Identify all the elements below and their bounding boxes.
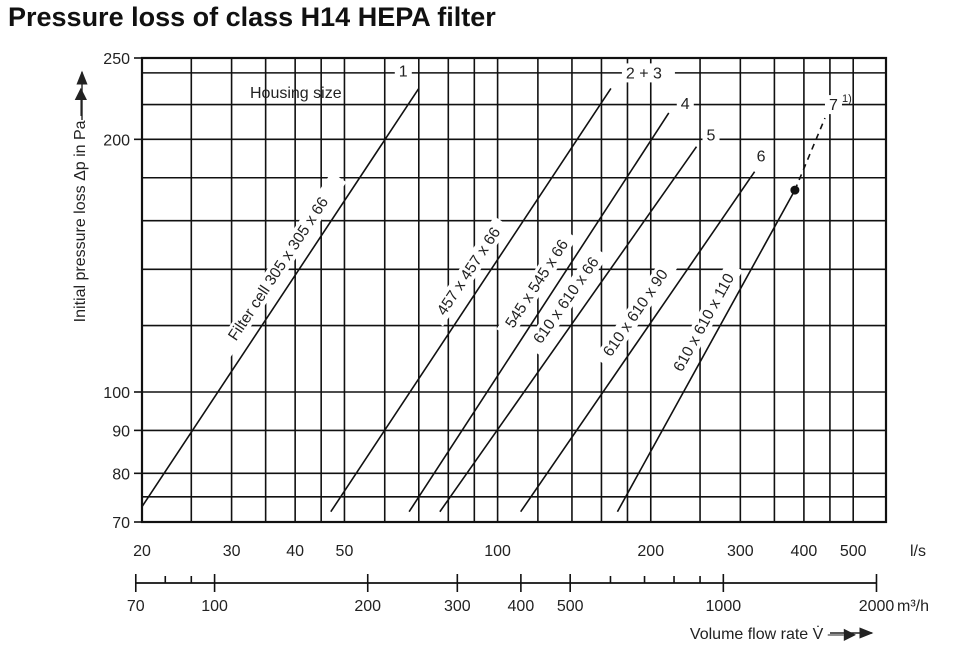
- series-number-bg: [676, 93, 694, 113]
- cell-label-group: 610 x 610 x 110: [664, 261, 743, 384]
- series-number-label: 7: [829, 97, 838, 114]
- x-axis-label: Volume flow rate V̇ —▶: [690, 625, 857, 643]
- x2-tick-label: 2000: [859, 598, 895, 615]
- plot-frame: [140, 56, 888, 524]
- series-line-3: [408, 112, 670, 513]
- series-number-label: 1: [399, 63, 408, 80]
- x2-tick-label: 300: [444, 598, 471, 615]
- x-tick-label: 40: [286, 543, 304, 560]
- cell-label-bg: [664, 261, 743, 384]
- x2-tick-label: 400: [508, 598, 535, 615]
- cell-label-bg: [428, 216, 510, 327]
- x-tick-label: 500: [840, 543, 867, 560]
- y-tick-label: 200: [103, 132, 130, 149]
- x-tick-label: 100: [484, 543, 511, 560]
- series-line-6: [616, 189, 796, 513]
- series-line-5: [520, 171, 756, 513]
- cell-label-bg: [496, 228, 578, 339]
- series-number-label: 6: [757, 149, 766, 166]
- x-tick-label: 400: [791, 543, 818, 560]
- cell-label-bg: [210, 172, 347, 366]
- series-number-bg: [394, 61, 412, 81]
- x2-tick-label: 500: [557, 598, 584, 615]
- series-number-label: 2 + 3: [626, 65, 662, 82]
- series-number-bg: [702, 125, 720, 145]
- cell-label-group: 545 x 545 x 66: [496, 228, 578, 339]
- operating-point-marker: [790, 185, 800, 195]
- cell-label-bg: [524, 245, 609, 355]
- x-tick-label: 20: [133, 543, 151, 560]
- x2-tick-label: 1000: [706, 598, 742, 615]
- series-lines: [141, 87, 826, 513]
- x2-tick-label: 70: [127, 598, 145, 615]
- chart-title: Pressure loss of class H14 HEPA filter: [8, 2, 496, 32]
- series-number-bg: [621, 63, 675, 83]
- y-axis-label: Initial pressure loss Δp in Pa —▶: [72, 87, 89, 322]
- series-footnote: 1): [842, 93, 852, 105]
- series-number-bg: [824, 95, 842, 115]
- cell-size-label: 457 x 457 x 66: [434, 224, 504, 318]
- y-tick-label: 90: [112, 423, 130, 440]
- x2-tick-label: 200: [354, 598, 381, 615]
- cell-size-label: 610 x 610 x 110: [670, 271, 738, 375]
- series-number-label: 5: [706, 128, 715, 145]
- cell-size-label: 610 x 610 x 90: [600, 266, 672, 360]
- housing-size-label: Housing size: [250, 85, 342, 102]
- x2-tick-label: 100: [201, 598, 228, 615]
- x-tick-label: 300: [727, 543, 754, 560]
- x-tick-label: 200: [637, 543, 664, 560]
- series-extension-dashed: [794, 117, 826, 191]
- y-tick-label: 80: [112, 466, 130, 483]
- y-tick-label: 100: [103, 385, 130, 402]
- x-tick-label: 30: [223, 543, 241, 560]
- cell-label-bg: [594, 258, 677, 368]
- series-number-label: 4: [681, 96, 690, 113]
- series-line-2: [330, 87, 612, 513]
- x-tick-label: 50: [336, 543, 354, 560]
- y-tick-label: 250: [103, 51, 130, 68]
- x-unit-label: l/s: [910, 543, 926, 560]
- y-tick-label: 70: [112, 515, 130, 532]
- cell-label-group: 610 x 610 x 66: [524, 245, 609, 355]
- series-line-4: [439, 146, 698, 513]
- x2-unit-label: m³/h: [897, 598, 929, 615]
- plot-border: [140, 56, 888, 524]
- series-line-1: [141, 87, 420, 508]
- axes: 70 80 90 100 200 250 20 30 40 50 100 200 300 400 500 70…: [76, 51, 895, 639]
- series-number-bg: [752, 146, 770, 166]
